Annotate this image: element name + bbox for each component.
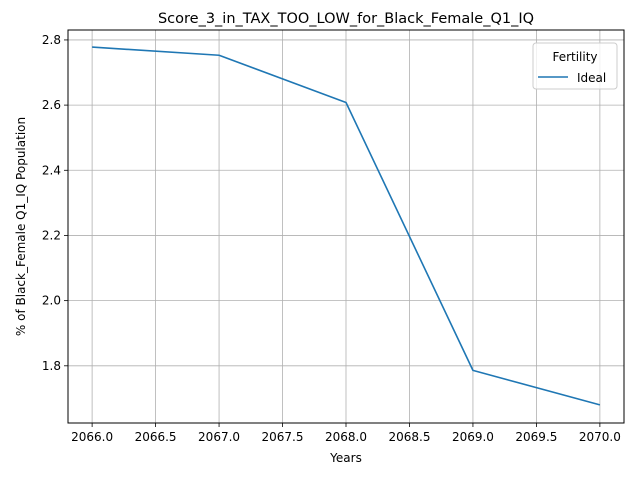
- x-tick-label: 2067.0: [198, 430, 240, 444]
- y-tick-label: 2.2: [42, 228, 61, 242]
- x-tick-label: 2069.5: [515, 430, 557, 444]
- x-tick-label: 2066.5: [135, 430, 177, 444]
- series-layer: [92, 46, 601, 406]
- x-tick-label: 2068.5: [388, 430, 430, 444]
- y-tick-label: 2.0: [42, 294, 61, 308]
- x-tick-label: 2068.0: [325, 430, 367, 444]
- y-tick-label: 2.8: [42, 33, 61, 47]
- grid: [68, 30, 624, 423]
- x-axis: 2066.0 2066.5 2067.0 2067.5 2068.0 2068.5 2069…: [71, 423, 621, 444]
- legend-label-ideal: Ideal: [577, 71, 606, 85]
- x-tick-label: 2066.0: [71, 430, 113, 444]
- y-tick-label: 2.4: [42, 163, 61, 177]
- x-tick-label: 2069.0: [452, 430, 494, 444]
- x-tick-label: 2070.0: [579, 430, 621, 444]
- legend-title: Fertility: [552, 50, 597, 64]
- y-tick-label: 2.6: [42, 98, 61, 112]
- y-tick-label: 1.8: [42, 359, 61, 373]
- y-axis: 1.8 2.0 2.2 2.4 2.6 2.8: [42, 33, 68, 373]
- chart-title: Score_3_in_TAX_TOO_LOW_for_Black_Female_…: [158, 11, 534, 27]
- legend: Fertility Ideal: [532, 42, 618, 90]
- x-tick-label: 2067.5: [262, 430, 304, 444]
- x-axis-label: Years: [329, 451, 362, 465]
- y-axis-label: % of Black_Female Q1_IQ Population: [14, 117, 28, 336]
- series-line-ideal: [92, 46, 601, 406]
